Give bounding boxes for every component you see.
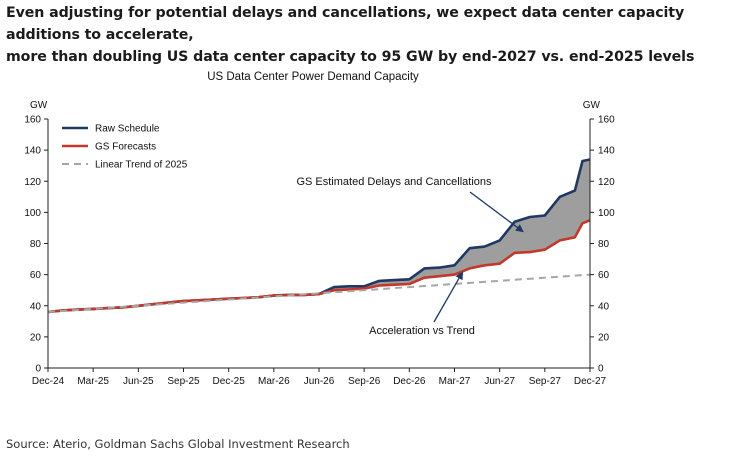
headline-line-2: more than doubling US data center capaci… — [6, 49, 695, 65]
series-line-2 — [47, 273, 591, 313]
y-tick-label-right-1: 20 — [598, 332, 610, 343]
x-tick-label-11: Sep-27 — [529, 376, 562, 387]
x-tick-label-6: Jun-26 — [304, 376, 335, 387]
y-tick-label-left-8: 160 — [24, 115, 41, 126]
y-tick-label-right-7: 140 — [598, 146, 615, 157]
y-tick-label-left-4: 80 — [30, 239, 42, 250]
legend-label-2: Linear Trend of 2025 — [95, 160, 188, 171]
chart-title: US Data Center Power Demand Capacity — [207, 71, 419, 83]
y-tick-label-left-1: 20 — [30, 332, 42, 343]
y-tick-label-right-5: 100 — [598, 208, 615, 219]
annotation-acceleration: Acceleration vs Trend — [369, 325, 475, 337]
y-tick-label-left-7: 140 — [24, 146, 41, 157]
delays-cancellations-area — [319, 159, 590, 295]
x-tick-label-0: Dec-24 — [32, 376, 65, 387]
source-note: Source: Aterio, Goldman Sachs Global Inv… — [6, 437, 350, 451]
y-tick-label-left-0: 0 — [35, 364, 41, 375]
x-tick-label-4: Dec-25 — [213, 376, 246, 387]
y-tick-label-right-6: 120 — [598, 177, 615, 188]
y-tick-label-left-3: 60 — [30, 270, 42, 281]
legend-label-0: Raw Schedule — [95, 124, 160, 135]
x-tick-label-9: Mar-27 — [439, 376, 471, 387]
y-tick-label-right-8: 160 — [598, 115, 615, 126]
x-tick-label-3: Sep-25 — [167, 376, 200, 387]
x-tick-label-12: Dec-27 — [574, 376, 607, 387]
legend-label-1: GS Forecasts — [95, 142, 156, 153]
headline-line-1: Even adjusting for potential delays and … — [6, 5, 685, 43]
y-axis-label-left: GW — [30, 100, 48, 111]
y-tick-label-left-2: 40 — [30, 301, 42, 312]
annotation-acceleration-arrow — [433, 271, 464, 323]
y-axis-label-right: GW — [583, 100, 601, 111]
headline: Even adjusting for potential delays and … — [6, 2, 746, 68]
y-tick-label-left-6: 120 — [24, 177, 41, 188]
x-tick-label-8: Dec-26 — [393, 376, 426, 387]
y-tick-label-left-5: 100 — [24, 208, 41, 219]
x-tick-label-7: Sep-26 — [348, 376, 381, 387]
y-tick-label-right-0: 0 — [598, 364, 604, 375]
x-tick-label-2: Jun-25 — [123, 376, 154, 387]
x-tick-label-1: Mar-25 — [77, 376, 109, 387]
y-tick-label-right-3: 60 — [598, 270, 610, 281]
annotation-delays: GS Estimated Delays and Cancellations — [296, 176, 492, 188]
y-tick-label-right-2: 40 — [598, 301, 610, 312]
y-tick-label-right-4: 80 — [598, 239, 610, 250]
x-tick-label-10: Jun-27 — [484, 376, 515, 387]
annotation-delays-arrow — [469, 191, 524, 233]
x-tick-label-5: Mar-26 — [258, 376, 290, 387]
